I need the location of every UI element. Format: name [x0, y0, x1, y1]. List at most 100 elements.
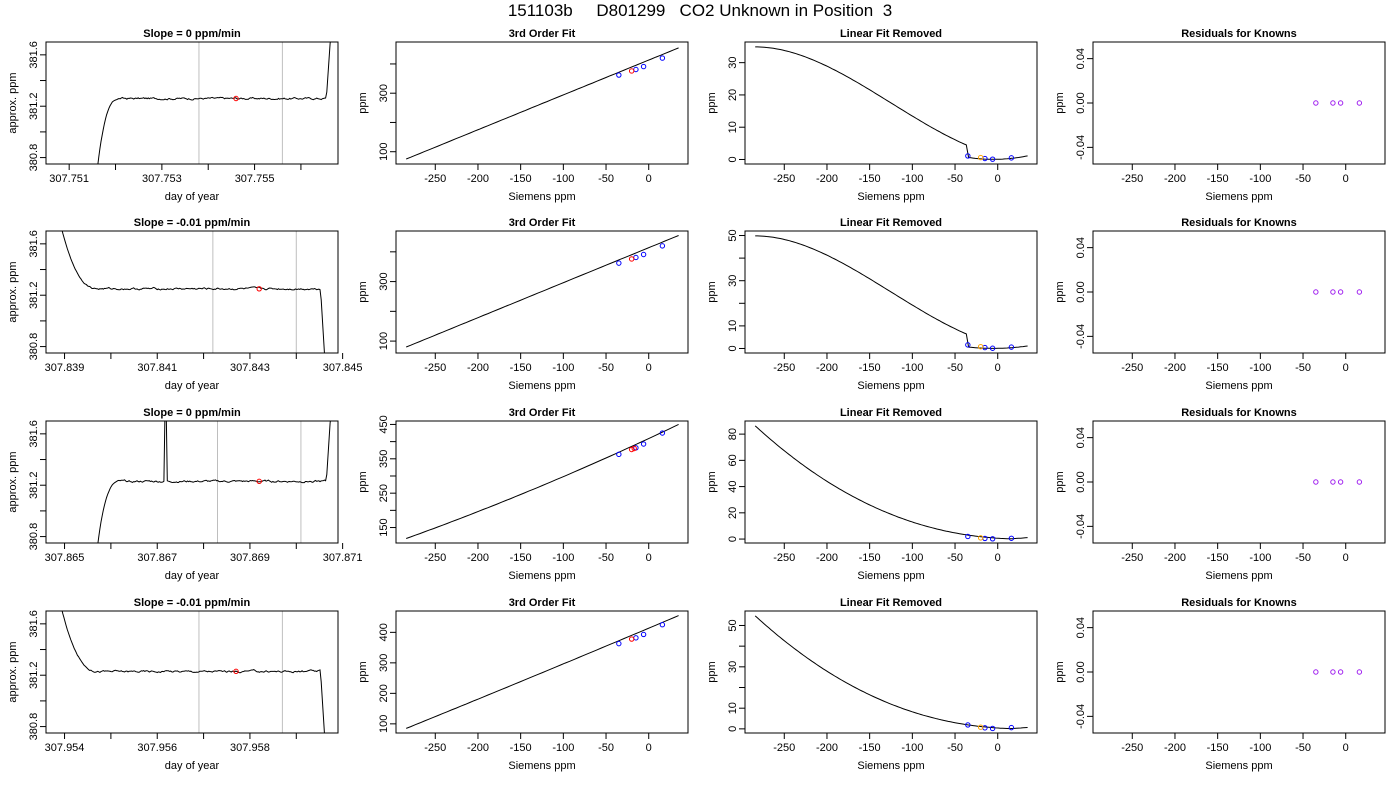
y-tick-label: 0.04 — [1075, 617, 1087, 638]
purple-point — [1337, 289, 1344, 295]
panel-title: Linear Fit Removed — [840, 597, 942, 609]
y-tick-label: 30 — [727, 661, 739, 673]
x-tick-label: 0 — [1343, 362, 1349, 374]
x-tick-label: -250 — [773, 552, 795, 564]
y-tick-label: 0.04 — [1075, 237, 1087, 258]
y-axis-label: ppm — [357, 661, 369, 682]
x-tick-label: -200 — [1164, 742, 1186, 754]
plot-area — [755, 46, 1028, 162]
series-line — [406, 235, 679, 348]
panel-title: Slope = 0 ppm/min — [143, 28, 241, 40]
y-axis-label: ppm — [1054, 281, 1066, 302]
plot-frame — [744, 41, 1038, 165]
blue-point — [640, 631, 647, 638]
x-tick-label: -150 — [1207, 173, 1229, 185]
x-tick-label: -150 — [510, 362, 532, 374]
x-tick-label: 307.958 — [230, 742, 270, 754]
series-line — [406, 47, 679, 160]
y-tick-label: 0.00 — [1075, 281, 1087, 302]
x-axis-label: Siemens ppm — [508, 380, 575, 392]
y-tick-label: 150 — [378, 518, 390, 536]
plot-area — [754, 615, 1028, 732]
series-line — [754, 615, 1028, 730]
y-tick-label: 381.6 — [28, 230, 40, 258]
panel-r1-c4: Residuals for Knowns -250 -200 -150 -100 -50 0… — [1054, 28, 1386, 203]
y-tick-label: 0.00 — [1075, 92, 1087, 113]
y-tick-label: 380.8 — [28, 144, 40, 172]
plot-area — [1313, 479, 1363, 485]
y-tick-label: 381.2 — [28, 661, 40, 689]
x-axis-label: day of year — [165, 380, 220, 392]
red-point — [628, 636, 635, 642]
x-axis-label: Siemens ppm — [857, 380, 924, 392]
x-tick-label: -200 — [816, 362, 838, 374]
plot-frame — [45, 230, 339, 354]
y-tick-label: 0 — [727, 156, 739, 162]
y-tick-label: -0.04 — [1075, 704, 1087, 729]
y-tick-label: 20 — [727, 89, 739, 101]
x-axis-label: Siemens ppm — [857, 570, 924, 582]
x-tick-label: 0 — [646, 362, 652, 374]
x-tick-label: 307.871 — [323, 552, 363, 564]
blue-point — [989, 345, 996, 351]
x-tick-label: -100 — [552, 742, 574, 754]
x-tick-label: -250 — [424, 173, 446, 185]
blue-point — [989, 536, 996, 542]
x-tick-label: 0 — [1343, 173, 1349, 185]
plot-area — [406, 235, 679, 348]
panel-title: Linear Fit Removed — [840, 217, 942, 229]
y-tick-label: 10 — [727, 702, 739, 714]
blue-point — [965, 533, 971, 540]
y-tick-label: 381.6 — [28, 610, 40, 638]
plot-area — [755, 235, 1028, 351]
x-tick-label: 307.751 — [49, 173, 89, 185]
series-line — [97, 42, 331, 164]
blue-point — [965, 153, 971, 159]
purple-point — [1313, 100, 1319, 106]
panel-r2-c2: 3rd Order Fit -250 -200 -150 -100 -50 0 100 300 S… — [357, 217, 689, 392]
x-tick-label: -100 — [901, 552, 923, 564]
x-tick-label: -150 — [859, 362, 881, 374]
panel-title: Linear Fit Removed — [840, 28, 942, 40]
y-tick-label: 380.8 — [28, 523, 40, 551]
panel-title: 3rd Order Fit — [509, 597, 576, 609]
y-tick-label: 20 — [727, 507, 739, 519]
blue-point — [640, 251, 647, 258]
x-tick-label: -50 — [598, 362, 614, 374]
series-line — [61, 611, 325, 733]
x-tick-label: -50 — [1295, 173, 1311, 185]
x-tick-label: -50 — [598, 742, 614, 754]
blue-point — [1008, 724, 1015, 731]
purple-point — [1337, 479, 1344, 485]
x-tick-label: -50 — [1295, 362, 1311, 374]
x-tick-label: 307.845 — [323, 362, 363, 374]
panel-title: Residuals for Knowns — [1181, 597, 1297, 609]
panel-r3-c4: Residuals for Knowns -250 -200 -150 -100 -50 0… — [1054, 407, 1386, 582]
series-line — [406, 615, 679, 729]
blue-point — [633, 66, 639, 73]
panel-r1-c3: Linear Fit Removed -250 -200 -150 -100 -50 0 0 1… — [706, 28, 1038, 203]
x-tick-label: -200 — [816, 742, 838, 754]
purple-point — [1330, 669, 1336, 675]
y-tick-label: 381.6 — [28, 41, 40, 69]
panel-title: Linear Fit Removed — [840, 407, 942, 419]
blue-point — [1008, 155, 1015, 161]
plot-frame — [45, 41, 339, 165]
y-tick-label: 80 — [727, 428, 739, 440]
y-tick-label: 450 — [378, 415, 390, 433]
blue-point — [982, 344, 988, 351]
blue-point — [659, 243, 666, 249]
plot-area — [61, 611, 325, 733]
y-tick-label: 100 — [378, 143, 390, 161]
x-tick-label: 0 — [995, 173, 1001, 185]
blue-point — [633, 254, 639, 261]
y-tick-label: 300 — [378, 654, 390, 672]
red-point — [233, 668, 239, 675]
blue-point — [616, 72, 622, 78]
orange-point — [977, 535, 984, 541]
panel-r2-c1: Slope = -0.01 ppm/min 307.839 307.841 307.8… — [7, 217, 363, 392]
plot-area — [97, 42, 331, 164]
y-tick-label: 350 — [378, 450, 390, 468]
blue-point — [989, 725, 996, 732]
